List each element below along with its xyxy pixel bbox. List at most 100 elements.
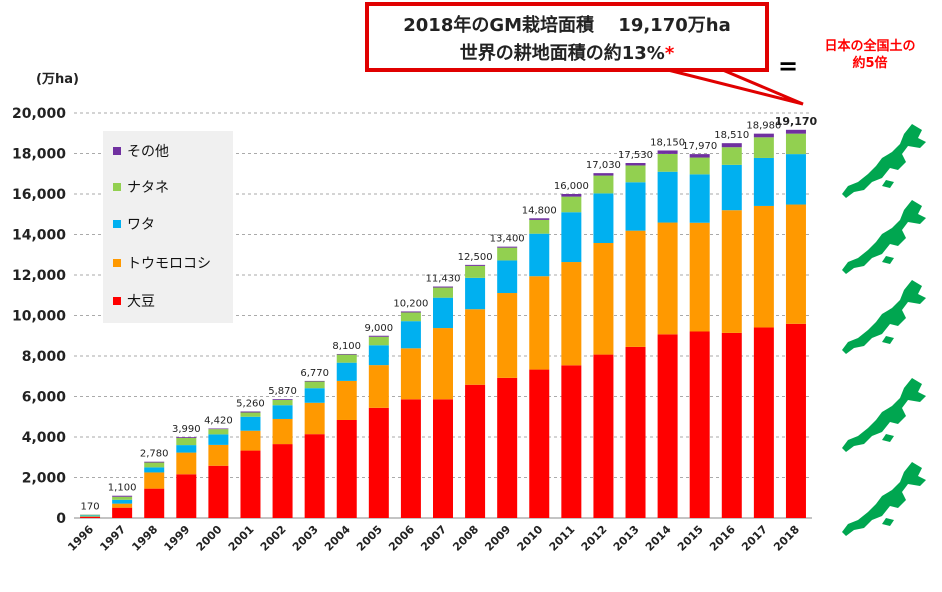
x-tick-label: 2009: [482, 523, 513, 554]
bar-segment: [753, 327, 774, 518]
bar-segment: [529, 233, 550, 277]
x-tick-label: 2018: [771, 523, 802, 554]
bar-segment: [272, 399, 293, 406]
japan-map-shape: [842, 124, 926, 198]
bar-segment: [240, 430, 261, 451]
bar-segment: [433, 297, 453, 329]
bar-segment: [112, 495, 133, 497]
y-tick-label: 20,000: [12, 106, 66, 122]
bar-segment: [465, 309, 486, 385]
bar-segment: [753, 157, 774, 206]
bar-segment: [561, 194, 582, 197]
japan-map-icon: [842, 200, 926, 274]
bar-segment: [753, 137, 774, 158]
bar-segment: [529, 369, 550, 518]
total-label: 12,500: [458, 252, 493, 263]
bar-segment: [721, 143, 742, 148]
total-label: 18,150: [650, 137, 685, 148]
legend-label-cotton: ワタ: [127, 217, 155, 233]
bar-segment: [176, 438, 197, 446]
bar-segment: [304, 402, 325, 435]
bar-segment: [593, 354, 614, 518]
legend-label-soy: 大豆: [127, 294, 155, 310]
total-label: 13,400: [490, 234, 525, 245]
x-tick-label: 2013: [611, 523, 642, 554]
bar-segment: [208, 465, 229, 518]
x-tick-label: 2001: [226, 523, 257, 554]
total-label: 17,030: [586, 160, 621, 171]
bar-segment: [657, 171, 678, 223]
bar-segment: [689, 157, 710, 175]
bar-segment: [625, 182, 646, 231]
total-label: 19,170: [775, 115, 818, 128]
total-label: 5,260: [236, 398, 265, 409]
bar-segment: [400, 348, 421, 400]
y-tick-label: 10,000: [12, 309, 66, 325]
bar-segment: [144, 462, 165, 468]
y-tick-label: 8,000: [22, 349, 67, 365]
legend-item-cotton: ワタ: [113, 214, 155, 234]
japan-map-icon: [842, 280, 926, 354]
japan-map-shape: [842, 200, 926, 274]
bar-segment: [657, 150, 678, 154]
bar-segment: [593, 193, 614, 244]
y-tick-label: 4,000: [22, 430, 67, 446]
bar-segment: [112, 496, 133, 500]
bar-segment: [433, 328, 453, 400]
bar-segment: [272, 405, 293, 419]
bar-segment: [144, 488, 165, 518]
bar-segment: [80, 515, 101, 517]
x-tick-label: 1999: [162, 523, 193, 554]
total-label: 17,530: [618, 150, 653, 161]
bar-segment: [529, 218, 550, 220]
total-label: 9,000: [365, 323, 394, 334]
bar-segment: [625, 346, 646, 518]
bar-segment: [304, 380, 325, 382]
legend-swatch-soy: [113, 297, 121, 305]
y-tick-label: 16,000: [12, 187, 66, 203]
total-label: 2,780: [140, 449, 169, 460]
bar-segment: [400, 312, 421, 322]
bar-segment: [593, 173, 614, 176]
bar-segment: [112, 503, 133, 508]
x-tick-label: 2011: [547, 523, 578, 554]
japan-note-line-1: 日本の全国土の: [824, 39, 916, 54]
bar-segment: [721, 147, 742, 165]
bar-segment: [465, 264, 486, 266]
bar-segment: [625, 163, 646, 166]
bar-segment: [689, 154, 710, 158]
total-label: 17,970: [682, 141, 717, 152]
bar-segment: [304, 388, 325, 403]
total-label: 3,990: [172, 424, 201, 435]
total-label: 18,980: [746, 121, 781, 132]
x-tick-label: 2010: [515, 523, 546, 554]
total-label: 6,770: [300, 368, 329, 379]
bar-segment: [465, 265, 486, 278]
total-label: 16,000: [554, 181, 589, 192]
bar-segment: [721, 210, 742, 333]
bar-segment: [497, 260, 518, 294]
bar-segment: [208, 434, 229, 445]
x-tick-label: 1998: [129, 523, 160, 554]
bar-segment: [208, 429, 229, 435]
bar-segment: [561, 196, 582, 213]
bar-segment: [176, 452, 197, 475]
total-label: 14,800: [522, 205, 557, 216]
bar-segment: [240, 411, 261, 413]
y-axis-unit-label: (万ha): [36, 72, 79, 87]
bar-segment: [400, 311, 421, 313]
bar-segment: [400, 321, 421, 349]
japan-comparison-note: 日本の全国土の 約5倍: [810, 38, 930, 72]
bar-segment: [240, 450, 261, 518]
bar-segment: [176, 445, 197, 453]
total-label: 1,100: [108, 483, 137, 494]
x-tick-label: 2015: [675, 523, 706, 554]
total-label: 11,430: [426, 274, 461, 285]
bar-segment: [753, 133, 774, 138]
callout-line-2-text: 世界の耕地面積の約13%: [459, 43, 665, 64]
bar-segment: [721, 164, 742, 211]
bar-segment: [336, 362, 357, 381]
bar-segment: [593, 175, 614, 194]
callout-line-2: 世界の耕地面積の約13%*: [369, 39, 765, 65]
total-label: 4,420: [204, 415, 233, 426]
